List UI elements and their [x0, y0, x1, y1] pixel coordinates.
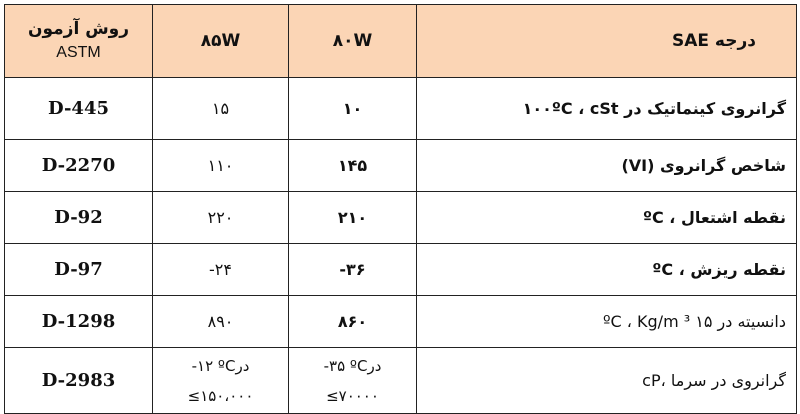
- table-row: D-2983 -۱۲ ºCدر ≤۱۵۰،۰۰۰ -۳۵ ºCدر ≤۷۰۰۰۰…: [4, 347, 797, 414]
- value-80w-cell: -۳۶: [288, 243, 417, 296]
- method-cell: D-1298: [4, 295, 153, 348]
- property-cell: نقطه ریزش ، ºC: [416, 243, 797, 296]
- method-cell: D-2270: [4, 139, 153, 192]
- property-cell: دانسیته در ۱۵ ºC ، Kg/m ³: [416, 295, 797, 348]
- table-row: D-445 ۱۵ ۱۰ گرانروی کینماتیک در ۱۰۰ºC ، …: [4, 77, 797, 140]
- value-80w-cell: ۸۶۰: [288, 295, 417, 348]
- value-85w-cell: -۲۴: [152, 243, 289, 296]
- value-85w-cell: ۲۲۰: [152, 191, 289, 244]
- value-80w-cell: ۲۱۰: [288, 191, 417, 244]
- table-row: D-1298 ۸۹۰ ۸۶۰ دانسیته در ۱۵ ºC ، Kg/m ³: [4, 295, 797, 348]
- value-85w-cell: -۱۲ ºCدر ≤۱۵۰،۰۰۰: [152, 347, 289, 414]
- method-cell: D-92: [4, 191, 153, 244]
- header-80w: ۸۰W: [288, 4, 417, 78]
- header-test-method: روش آزمون ASTM: [4, 4, 153, 78]
- value-85w-cell: ۱۱۰: [152, 139, 289, 192]
- property-cell: گرانروی کینماتیک در ۱۰۰ºC ، cSt: [416, 77, 797, 140]
- header-astm-label: ASTM: [56, 44, 101, 61]
- value-80w-line1: -۳۵ ºCدر: [323, 356, 382, 375]
- value-85w-line2: ≤۱۵۰،۰۰۰: [187, 386, 254, 405]
- value-85w-line1: -۱۲ ºCدر: [191, 356, 250, 375]
- table-row: D-92 ۲۲۰ ۲۱۰ نقطه اشتعال ، ºC: [4, 191, 797, 244]
- gear-oil-spec-table: روش آزمون ASTM ۸۵W ۸۰W درجه SAE D-445 ۱۵…: [4, 4, 797, 414]
- property-cell: نقطه اشتعال ، ºC: [416, 191, 797, 244]
- value-85w-cell: ۸۹۰: [152, 295, 289, 348]
- table-row: D-2270 ۱۱۰ ۱۴۵ شاخص گرانروی (VI): [4, 139, 797, 192]
- value-80w-cell: -۳۵ ºCدر ≤۷۰۰۰۰: [288, 347, 417, 414]
- table-row: D-97 -۲۴ -۳۶ نقطه ریزش ، ºC: [4, 243, 797, 296]
- method-cell: D-445: [4, 77, 153, 140]
- header-85w: ۸۵W: [152, 4, 289, 78]
- method-cell: D-2983: [4, 347, 153, 414]
- header-sae-grade: درجه SAE: [416, 4, 797, 78]
- value-80w-cell: ۱۴۵: [288, 139, 417, 192]
- table-header-row: روش آزمون ASTM ۸۵W ۸۰W درجه SAE: [4, 4, 797, 78]
- property-cell: گرانروی در سرما ،cP: [416, 347, 797, 414]
- value-85w-cell: ۱۵: [152, 77, 289, 140]
- value-80w-line2: ≤۷۰۰۰۰: [326, 386, 379, 405]
- property-cell: شاخص گرانروی (VI): [416, 139, 797, 192]
- value-80w-cell: ۱۰: [288, 77, 417, 140]
- header-test-method-label: روش آزمون: [27, 19, 130, 39]
- method-cell: D-97: [4, 243, 153, 296]
